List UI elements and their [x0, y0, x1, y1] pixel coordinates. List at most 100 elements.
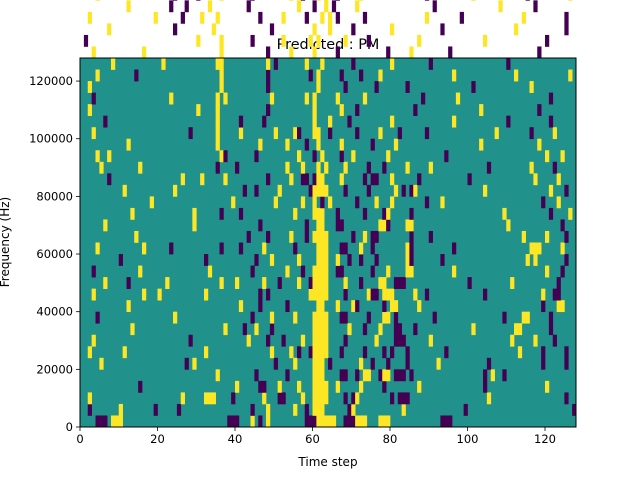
heatmap-cell-806 — [401, 184, 406, 191]
heatmap-cell-462 — [91, 288, 96, 295]
heatmap-cell-1039 — [374, 86, 379, 93]
heatmap-cell-1081 — [273, 63, 278, 70]
heatmap-cell-981 — [238, 115, 244, 122]
heatmap-cell-651 — [289, 236, 294, 243]
heatmap-cell-658 — [362, 236, 368, 243]
heatmap-cell-9 — [250, 421, 255, 428]
heatmap-cell-504 — [397, 282, 402, 289]
heatmap-cell-800 — [316, 184, 321, 191]
heatmap-cell-487 — [126, 282, 131, 289]
heatmap-cell-947 — [424, 132, 430, 140]
heatmap-cell-1219 — [312, 0, 317, 7]
heatmap-cell-318 — [324, 334, 329, 341]
heatmap-cell-34 — [103, 415, 108, 422]
heatmap-cell-718 — [293, 213, 298, 220]
heatmap-cell-356 — [347, 323, 352, 330]
heatmap-cell-173 — [545, 380, 550, 387]
heatmap-cell-1149 — [269, 29, 275, 36]
heatmap-cell-1062 — [514, 75, 519, 82]
heatmap-cell-439 — [142, 294, 147, 301]
heatmap-cell-1079 — [219, 63, 224, 70]
heatmap-cell-464 — [157, 288, 162, 295]
heatmap-cell-779 — [308, 190, 313, 197]
heatmap-cell-1140 — [316, 34, 321, 42]
heatmap-cell-58 — [378, 415, 383, 422]
heatmap-cell-1085 — [390, 63, 395, 70]
heatmap-cell-1176 — [320, 17, 325, 24]
heatmap-cell-109 — [324, 398, 329, 405]
heatmap-cell-634 — [316, 242, 321, 249]
x-tick-label-3: 60 — [305, 432, 320, 446]
heatmap-cell-44 — [304, 415, 309, 422]
heatmap-cell-61 — [440, 415, 445, 422]
heatmap-cell-225 — [359, 363, 364, 370]
heatmap-cell-845 — [370, 173, 375, 180]
heatmap-cell-562 — [339, 265, 344, 272]
heatmap-cell-1177 — [328, 17, 333, 24]
heatmap-cell-1213 — [126, 0, 131, 7]
heatmap-cell-509 — [103, 277, 108, 284]
heatmap-cell-717 — [238, 213, 244, 220]
heatmap-cell-1027 — [304, 92, 309, 99]
heatmap-cell-50 — [328, 415, 333, 422]
heatmap-cell-35 — [111, 415, 116, 422]
heatmap-cell-1073 — [452, 69, 457, 76]
heatmap-cell-801 — [320, 184, 325, 191]
heatmap-cell-89 — [316, 403, 321, 411]
heatmap-cell-712 — [506, 219, 511, 226]
heatmap-cell-382 — [502, 317, 507, 324]
heatmap-cell-1086 — [428, 63, 433, 70]
x-tick-label-6: 120 — [534, 432, 556, 446]
heatmap-cell-70 — [293, 409, 298, 416]
heatmap-cell-896 — [545, 156, 550, 163]
heatmap-cell-506 — [467, 282, 472, 289]
heatmap-cell-174 — [215, 375, 220, 382]
heatmap-cell-834 — [200, 173, 205, 180]
heatmap-cell-773 — [556, 196, 561, 203]
heatmap-cell-162 — [277, 380, 282, 387]
heatmap-cell-511 — [165, 277, 170, 284]
heatmap-cell-892 — [339, 156, 344, 163]
heatmap-cell-303 — [397, 340, 402, 347]
heatmap-cell-278 — [316, 346, 321, 353]
heatmap-cell-1096 — [351, 58, 356, 65]
heatmap-cell-535 — [250, 271, 255, 278]
heatmap-cell-340 — [393, 328, 399, 336]
heatmap-cell-524 — [378, 277, 383, 284]
heatmap-cell-566 — [409, 265, 414, 272]
heatmap-cell-783 — [324, 190, 329, 197]
heatmap-cell-878 — [382, 161, 387, 168]
heatmap-cell-468 — [308, 288, 313, 295]
heatmap-cell-840 — [312, 173, 317, 180]
heatmap-cell-565 — [405, 265, 410, 272]
heatmap-cell-128 — [300, 392, 306, 399]
heatmap-cell-781 — [316, 190, 321, 197]
heatmap-cell-813 — [180, 179, 185, 186]
heatmap-cell-1072 — [378, 69, 383, 76]
heatmap-cell-165 — [316, 380, 321, 387]
heatmap-cell-817 — [289, 179, 294, 186]
heatmap-cell-648 — [134, 236, 139, 243]
heatmap-cell-434 — [417, 300, 422, 307]
heatmap-cell-239 — [316, 357, 321, 364]
heatmap-cell-288 — [541, 346, 546, 353]
heatmap-cell-217 — [184, 363, 189, 370]
heatmap-cell-1128 — [316, 40, 321, 47]
heatmap-cell-835 — [223, 173, 228, 180]
heatmap-cell-1240 — [568, 0, 573, 1]
heatmap-cell-111 — [351, 398, 356, 405]
heatmap-cell-667 — [246, 230, 251, 238]
heatmap-cell-1130 — [366, 40, 371, 47]
heatmap-cell-299 — [324, 340, 329, 347]
heatmap-cell-865 — [486, 167, 492, 174]
heatmap-cell-1014 — [269, 98, 275, 105]
heatmap-cell-684 — [103, 225, 108, 232]
heatmap-cell-539 — [316, 271, 321, 278]
heatmap-cell-228 — [405, 363, 410, 370]
heatmap-cell-1098 — [428, 58, 433, 65]
heatmap-cell-95 — [572, 403, 577, 411]
heatmap-cell-1051 — [529, 81, 534, 88]
heatmap-cell-149 — [316, 386, 321, 393]
heatmap-cell-69 — [266, 409, 271, 416]
heatmap-cell-814 — [200, 179, 205, 186]
